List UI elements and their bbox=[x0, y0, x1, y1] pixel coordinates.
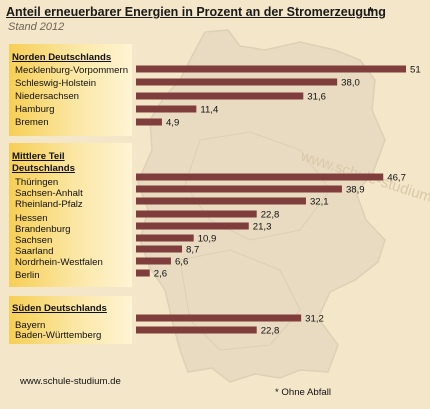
bar bbox=[136, 210, 257, 218]
bar bbox=[136, 105, 197, 113]
bar bbox=[136, 314, 302, 322]
category-label: Hamburg bbox=[15, 104, 55, 115]
data-label: 21,3 bbox=[253, 222, 272, 233]
category-label: Brandenburg bbox=[15, 224, 71, 235]
footnote: * Ohne Abfall bbox=[275, 387, 332, 398]
category-label: Mecklenburg-Vorpommern bbox=[15, 65, 129, 76]
category-label: Sachsen bbox=[15, 235, 53, 246]
category-label: Nordrhein-Westfalen bbox=[15, 257, 103, 268]
bar bbox=[136, 65, 406, 73]
category-label: Saarland bbox=[15, 246, 54, 257]
category-label: Bayern bbox=[15, 320, 46, 331]
category-label: Schleswig-Holstein bbox=[15, 78, 97, 89]
bar bbox=[136, 185, 342, 193]
data-label: 8,7 bbox=[186, 245, 199, 256]
source-credit: www.schule-studium.de bbox=[20, 376, 121, 387]
bar bbox=[136, 92, 304, 100]
data-label: 2,6 bbox=[154, 269, 167, 280]
data-label: 51 bbox=[410, 65, 421, 76]
data-label: 32,1 bbox=[310, 197, 329, 208]
bar bbox=[136, 118, 162, 126]
data-label: 11,4 bbox=[200, 105, 219, 116]
title-footnote-mark: * bbox=[368, 5, 373, 19]
bar bbox=[136, 197, 306, 205]
group-heading-north: Norden Deutschlands bbox=[12, 52, 112, 63]
data-label: 38,9 bbox=[346, 185, 365, 196]
data-label: 6,6 bbox=[175, 257, 188, 268]
category-label: Berlin bbox=[15, 270, 40, 281]
bar bbox=[136, 326, 257, 334]
category-label: Rheinland-Pfalz bbox=[15, 199, 83, 210]
bar bbox=[136, 173, 384, 181]
chart-subtitle: Stand 2012 bbox=[8, 21, 65, 33]
data-label: 31,2 bbox=[305, 314, 324, 325]
group-heading-middle: Mittlere Teil Deutschlands bbox=[12, 151, 75, 174]
data-label: 4,9 bbox=[166, 118, 179, 129]
bar bbox=[136, 222, 249, 230]
category-label: Thüringen bbox=[15, 177, 59, 188]
data-label: 22,8 bbox=[261, 326, 280, 337]
bar bbox=[136, 234, 194, 242]
panel-north bbox=[9, 44, 132, 136]
category-label: Sachsen-Anhalt bbox=[15, 188, 83, 199]
category-label: Hessen bbox=[15, 213, 48, 224]
bar bbox=[136, 245, 183, 253]
category-label: Baden-Württemberg bbox=[15, 330, 102, 341]
group-heading-south: Süden Deutschlands bbox=[12, 303, 107, 314]
data-label: 46,7 bbox=[387, 173, 406, 184]
chart-title: Anteil erneuerbarer Energien in Prozent … bbox=[6, 5, 386, 19]
data-label: 38,0 bbox=[341, 78, 360, 89]
panel-south bbox=[9, 296, 132, 344]
data-label: 31,6 bbox=[307, 92, 326, 103]
panel-middle bbox=[9, 143, 132, 287]
bar bbox=[136, 78, 338, 86]
category-label: Bremen bbox=[15, 117, 49, 128]
bar bbox=[136, 269, 150, 277]
bar bbox=[136, 257, 171, 265]
data-label: 22,8 bbox=[261, 210, 280, 221]
data-label: 10,9 bbox=[198, 234, 217, 245]
category-label: Niedersachsen bbox=[15, 91, 79, 102]
